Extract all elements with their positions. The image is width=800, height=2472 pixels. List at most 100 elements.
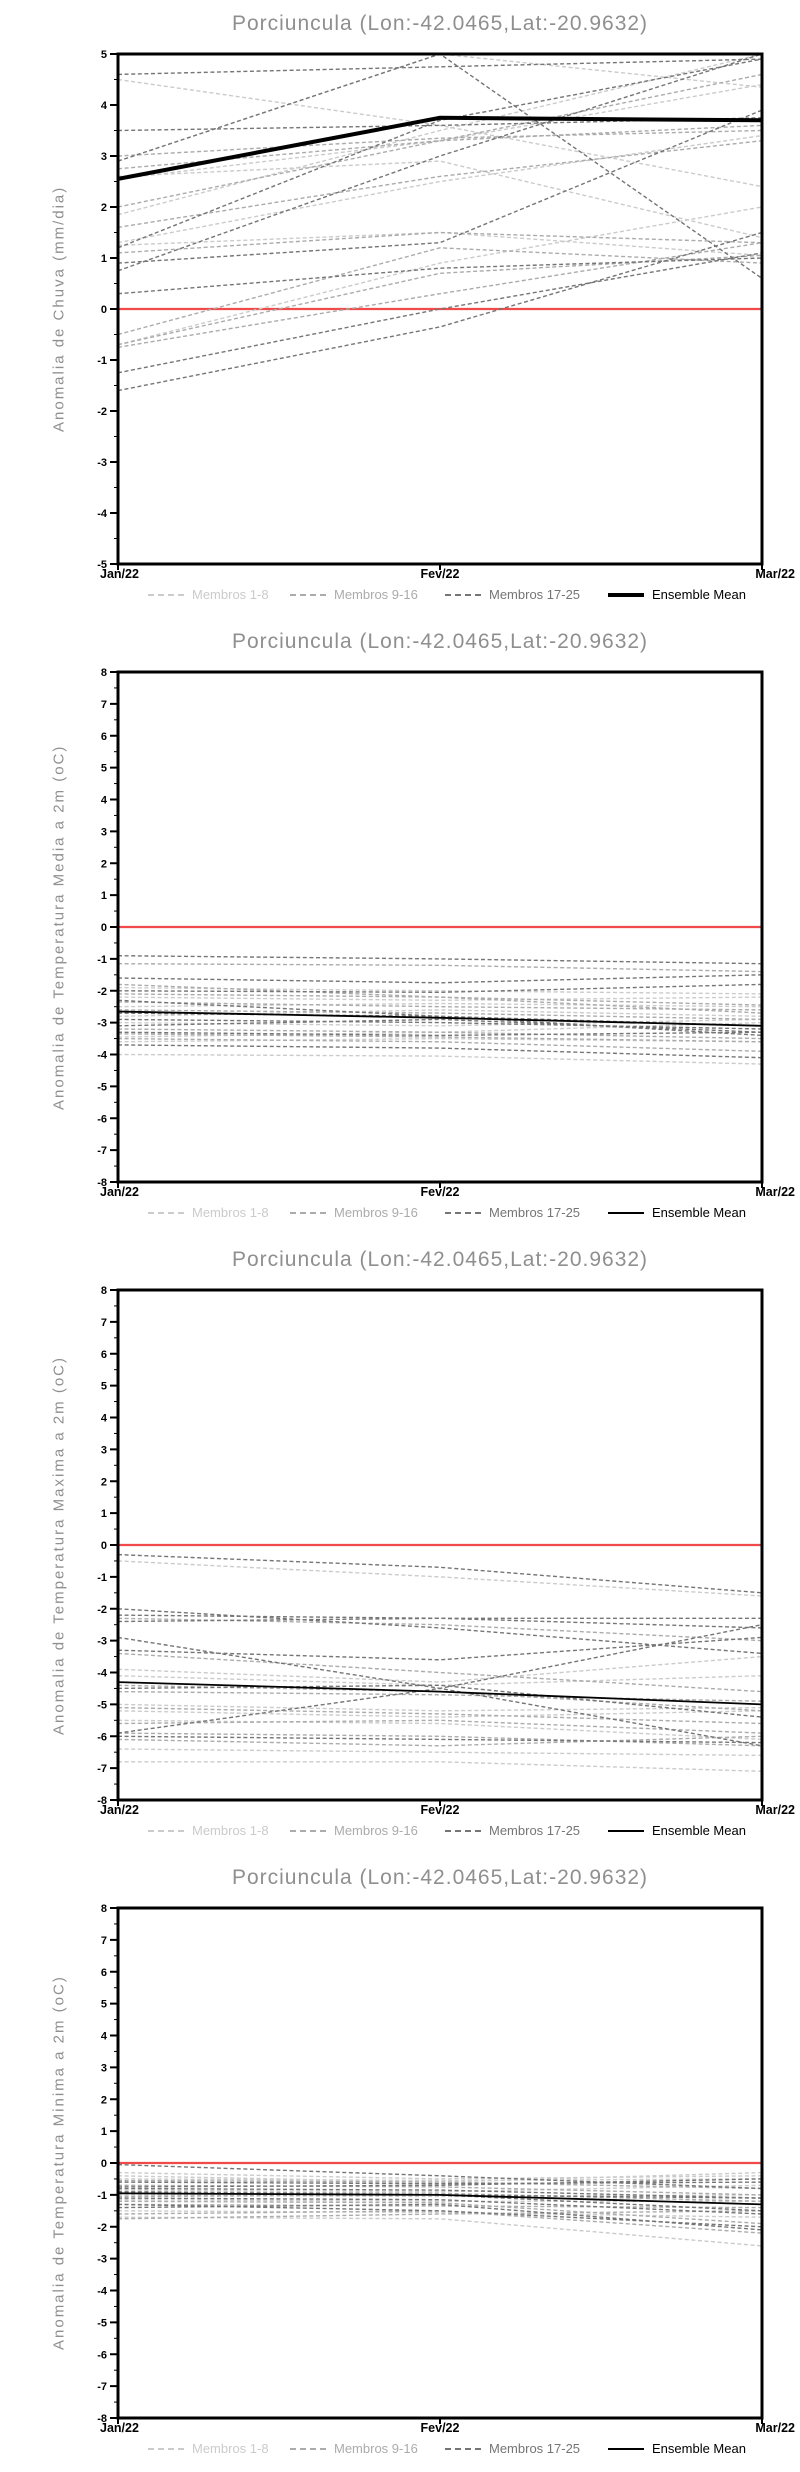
ensemble-mean-swatch [608, 1211, 644, 1214]
chart-title: Porciuncula (Lon:-42.0465,Lat:-20.9632) [231, 12, 649, 35]
legend-item-label: Membros 1-8 [192, 2441, 269, 2456]
member-line [117, 2200, 763, 2225]
member-line [117, 1735, 763, 1744]
y-tick-label: 6 [101, 1967, 107, 1979]
member-line [117, 1560, 763, 1597]
member-line [117, 1617, 763, 1629]
member-line [117, 2184, 763, 2193]
y-tick-label: 8 [101, 667, 107, 679]
member-line [117, 1018, 763, 1033]
member-line [117, 1553, 763, 1594]
x-tick-label-mar: Mar/22 [755, 567, 795, 581]
y-tick-label: -5 [97, 2317, 107, 2329]
y-tick-label: -6 [97, 1731, 107, 1743]
member-line [117, 78, 763, 188]
member-line [117, 1608, 763, 1655]
x-tick-label-fev: Fev/22 [420, 1185, 460, 1199]
y-tick-label: 8 [101, 1285, 107, 1297]
member-line [117, 2210, 763, 2220]
member-line [117, 1732, 763, 1747]
y-tick-label: 2 [101, 2094, 107, 2106]
member-line [117, 2163, 763, 2190]
legend-item: Membros 17-25 [445, 2441, 580, 2456]
member-line [117, 2179, 763, 2190]
member-line [117, 2194, 763, 2206]
chart-precipitation-anomaly: -5 -4 -3 -2 -1 0 1 2 3 4 5 Porciuncula (Lon:-42.04… [0, 0, 800, 618]
y-tick-label: -6 [97, 2349, 107, 2361]
legend-item-label: Membros 9-16 [334, 587, 418, 602]
y-tick-label: -5 [97, 559, 107, 571]
ensemble-mean-line [117, 1010, 763, 1027]
y-tick-label: 3 [101, 2062, 107, 2074]
y-tick-label: 7 [101, 699, 107, 711]
x-tick-label-mar: Mar/22 [755, 2421, 795, 2435]
y-tick-label: 2 [101, 202, 107, 214]
y-tick-label: 3 [101, 826, 107, 838]
y-tick-label: -1 [97, 355, 107, 367]
member-line [117, 1617, 763, 1642]
legend-item-label: Ensemble Mean [652, 1205, 746, 1220]
member-line [117, 160, 763, 239]
y-tick-label: 5 [101, 49, 107, 61]
member-line [117, 1614, 762, 1619]
member-line [117, 2210, 763, 2218]
member-line-swatch [148, 593, 184, 596]
member-line-swatch [148, 2447, 184, 2450]
member-line [117, 206, 763, 346]
y-tick-label: 4 [101, 1413, 108, 1425]
member-line [117, 257, 763, 295]
member-line [117, 231, 763, 392]
legend-item-label: Membros 1-8 [192, 587, 269, 602]
y-tick-label: -1 [97, 2190, 107, 2202]
member-line-swatch [148, 1211, 184, 1214]
member-line [117, 2191, 763, 2199]
member-line [117, 231, 763, 257]
y-tick-label: 0 [101, 922, 107, 934]
member-line [117, 996, 763, 1002]
x-tick-label-fev: Fev/22 [420, 2421, 460, 2435]
member-line [117, 1748, 763, 1757]
member-line [117, 2203, 763, 2228]
member-line [117, 73, 763, 208]
member-line [117, 2187, 763, 2199]
legend-item-label: Membros 17-25 [489, 1205, 581, 1220]
y-tick-label: -4 [97, 2286, 108, 2298]
precipitation-plot-canvas: -5 -4 -3 -2 -1 0 1 2 3 4 5 [97, 49, 764, 571]
member-line [118, 1761, 763, 1772]
y-tick-label: -4 [97, 1668, 108, 1680]
legend-item: Membros 1-8 [148, 1823, 269, 1838]
member-line [117, 1031, 763, 1037]
legend-item: Ensemble Mean [608, 1205, 746, 1220]
y-tick-label: 1 [101, 1508, 107, 1520]
member-line [117, 1028, 763, 1040]
member-line-swatch [290, 2447, 326, 2450]
member-line [117, 53, 763, 279]
chart-min-temperature-anomaly: -8 -7 -6 -5 -4 -3 -2 -1 0 1 2 3 4 5 6 7 8 Porciuncula (L… [0, 1854, 800, 2472]
y-tick-label: -6 [97, 1113, 107, 1125]
legend-item: Membros 9-16 [290, 1823, 418, 1838]
y-axis-label: Anomalia de Chuva (mm/dia) [50, 185, 68, 433]
y-tick-label: 0 [101, 1540, 107, 1552]
legend-item: Ensemble Mean [608, 587, 746, 602]
min-temperature-plot-canvas: -8 -7 -6 -5 -4 -3 -2 -1 0 1 2 3 4 5 6 7 8 [97, 1903, 764, 2425]
y-tick-label: 2 [101, 1476, 107, 1488]
y-tick-label: 2 [101, 858, 107, 870]
y-axis-label: Anomalia de Temperatura Maxima a 2m (oC) [50, 1355, 68, 1735]
legend: Membros 1-8 Membros 9-16 Membros 17-25 Ense… [0, 587, 800, 607]
x-tick-label-mar: Mar/22 [755, 1803, 795, 1817]
legend-item-label: Membros 17-25 [489, 2441, 581, 2456]
member-line [117, 53, 763, 272]
ensemble-mean-line [117, 1681, 763, 1706]
member-line [117, 955, 763, 965]
member-line [117, 231, 763, 254]
legend-item-label: Ensemble Mean [652, 587, 746, 602]
member-line [117, 1655, 763, 1683]
member-line [117, 1719, 763, 1741]
legend-item-label: Membros 9-16 [334, 2441, 418, 2456]
ensemble-mean-line [117, 115, 763, 181]
y-axis-label: Anomalia de Temperatura Minima a 2m (oC) [50, 1975, 68, 2351]
member-line [117, 2178, 763, 2188]
y-tick-label: -3 [97, 457, 107, 469]
y-tick-label: 5 [101, 763, 107, 775]
ensemble-mean-swatch [608, 1829, 644, 1832]
